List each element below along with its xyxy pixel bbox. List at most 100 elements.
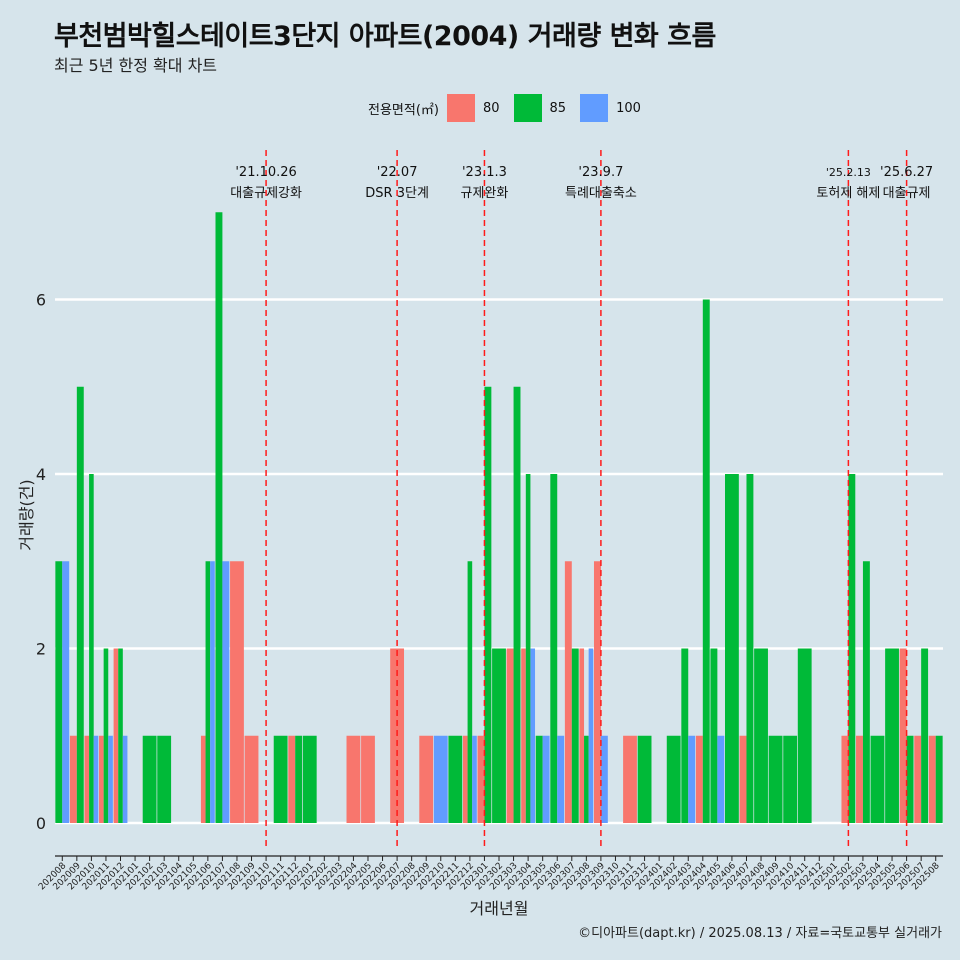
event-date-2: '23.1.3 — [462, 165, 507, 180]
event-label-4: 토허제 해제 — [816, 186, 880, 201]
legend-title: 전용면적(㎡) — [368, 102, 439, 118]
bar-202404-80 — [695, 735, 703, 823]
y-tick-label-6: 6 — [36, 291, 46, 310]
legend-swatch-85 — [513, 94, 542, 122]
y-axis-title: 거래량(건) — [17, 479, 36, 550]
bar-202107-100 — [222, 561, 230, 823]
legend-item-80: 80 — [446, 94, 500, 122]
legend: 전용면적(㎡) 80 85 100 — [368, 94, 655, 122]
event-label-5: 대출규제 — [883, 186, 931, 201]
bar-202306-85 — [550, 474, 558, 823]
bar-202503-80 — [856, 735, 863, 823]
legend-label-100: 100 — [616, 100, 641, 116]
bar-202301-80 — [477, 735, 485, 823]
bar-202106-100 — [210, 561, 215, 823]
bar-202011-100 — [108, 735, 113, 823]
bar-202009-85 — [76, 386, 84, 823]
legend-label-85: 85 — [549, 100, 567, 116]
bar-202008-100 — [62, 561, 70, 823]
bar-202106-85 — [205, 561, 211, 823]
bar-202309-80 — [593, 561, 601, 823]
bar-202307-80 — [564, 561, 572, 823]
bar-202403-85 — [681, 648, 689, 823]
bar-202405-100 — [717, 735, 725, 823]
bar-202308-80 — [579, 648, 585, 823]
bar-202212-85 — [467, 561, 473, 823]
event-date-0: '21.10.26 — [235, 165, 296, 180]
chart-title: 부천범박힐스테이트3단지 아파트(2004) 거래량 변화 흐름 — [54, 21, 716, 52]
chart-subtitle: 최근 5년 한정 확대 차트 — [54, 56, 218, 75]
legend-item-100: 100 — [580, 94, 641, 122]
bar-202307-85 — [571, 648, 579, 823]
event-label-3: 특례대출축소 — [565, 186, 637, 201]
bar-202109-80 — [244, 735, 259, 823]
bar-202108-80 — [230, 561, 244, 823]
bar-202209-80 — [419, 735, 434, 823]
y-tick-label-2: 2 — [36, 640, 46, 659]
bar-202410-85 — [783, 735, 798, 823]
event-date-4: '25.2.13 — [826, 166, 871, 179]
bar-202103-85 — [157, 735, 172, 823]
bar-202506-80 — [899, 648, 907, 823]
bar-202404-85 — [702, 299, 710, 823]
bar-202502-80 — [841, 735, 849, 823]
bar-202308-100 — [588, 648, 594, 823]
bar-202403-100 — [688, 735, 696, 823]
bar-202508-85 — [935, 735, 943, 823]
bar-202311-80 — [623, 735, 637, 823]
bar-202304-80 — [521, 648, 526, 823]
bar-202304-85 — [525, 474, 531, 823]
bar-202408-85 — [754, 648, 768, 823]
bar-202504-85 — [870, 735, 885, 823]
bar-202210-100 — [433, 735, 448, 823]
bar-202502-85 — [848, 474, 856, 823]
legend-item-85: 85 — [513, 94, 567, 122]
bar-202102-85 — [142, 735, 157, 823]
bar-202009-80 — [69, 735, 77, 823]
bar-202301-85 — [484, 386, 492, 823]
bar-202112-80 — [288, 735, 296, 823]
bar-202011-85 — [103, 648, 109, 823]
bar-202508-80 — [928, 735, 936, 823]
bar-202309-100 — [600, 735, 608, 823]
bar-202506-85 — [906, 735, 914, 823]
legend-swatch-80 — [446, 94, 475, 122]
bar-202409-85 — [768, 735, 783, 823]
bar-202010-85 — [89, 474, 94, 823]
bar-202507-80 — [914, 735, 922, 823]
bar-202304-100 — [530, 648, 536, 823]
bar-202308-85 — [584, 735, 589, 823]
bar-202411-85 — [797, 648, 812, 823]
bar-202106-80 — [200, 735, 206, 823]
bar-202407-85 — [746, 474, 754, 823]
bar-202405-85 — [710, 648, 718, 823]
bar-202305-100 — [542, 735, 550, 823]
event-date-1: '22.07 — [377, 165, 418, 180]
bar-202012-100 — [122, 735, 128, 823]
legend-label-80: 80 — [482, 100, 500, 116]
bar-202204-80 — [346, 735, 361, 823]
bar-202503-85 — [862, 561, 870, 823]
bar-202008-85 — [55, 561, 63, 823]
bar-202107-85 — [215, 212, 223, 823]
x-axis-title: 거래년월 — [470, 899, 529, 918]
bar-202505-85 — [885, 648, 899, 823]
y-tick-label-4: 4 — [36, 465, 46, 484]
bar-202406-85 — [725, 474, 739, 823]
legend-swatch-100 — [580, 94, 609, 122]
event-label-1: DSR 3단계 — [365, 186, 429, 201]
source-caption: ©디아파트(dapt.kr) / 2025.08.13 / 자료=국토교통부 실… — [578, 926, 942, 941]
bar-202302-85 — [492, 648, 506, 823]
bar-202306-100 — [557, 735, 565, 823]
event-label-0: 대출규제강화 — [230, 186, 302, 201]
bar-202303-85 — [513, 386, 521, 823]
bar-202012-80 — [113, 648, 119, 823]
y-tick-label-0: 0 — [36, 814, 46, 833]
event-date-3: '23.9.7 — [578, 165, 623, 180]
bar-202012-85 — [118, 648, 123, 823]
bar-202507-85 — [921, 648, 929, 823]
bar-202407-80 — [739, 735, 747, 823]
bar-202112-85 — [295, 735, 303, 823]
bar-202111-85 — [273, 735, 288, 823]
